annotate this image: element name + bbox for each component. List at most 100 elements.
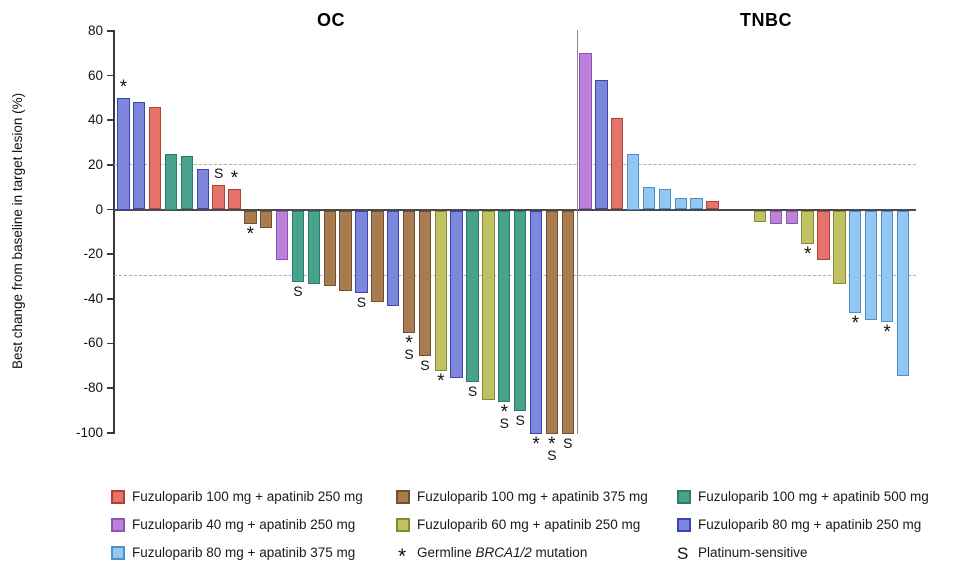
y-tick [107,164,113,166]
bar-oc-11 [275,210,289,260]
bar-annotation: * [112,76,134,98]
bar-oc-9 [244,210,257,224]
y-tick [107,253,113,255]
legend-label-germline-brca: Germline BRCA1/2 mutation [417,545,588,560]
bar-oc-27 [529,210,543,434]
bar-annotation: * [797,243,819,265]
bar-tnbc-20 [880,210,894,323]
brca-mutation-asterisk: * [803,243,812,265]
brca-mutation-asterisk: * [883,322,891,344]
y-tick [107,342,113,345]
bar-tnbc-18 [849,210,862,314]
bar-tnbc-8 [690,198,703,210]
y-tick-label: -20 [83,246,103,262]
legend-swatch-blue [677,518,691,532]
bar-oc-14 [323,210,336,287]
bar-oc-2 [133,102,146,210]
y-tick [107,298,113,300]
legend-swatch-red [111,490,125,504]
platinum-sensitive-marker: S [213,164,224,181]
y-tick-label: -60 [83,335,103,351]
bar-tnbc-15 [801,210,814,244]
brca-mutation-asterisk: * [532,433,540,455]
bar-oc-12 [291,210,305,282]
legend-swatch-lightblue [111,546,125,560]
legend-label: Fuzuloparib 100 mg + apatinib 375 mg [417,489,648,504]
legend-label: Fuzuloparib 60 mg + apatinib 250 mg [417,517,641,532]
bar-tnbc-2 [595,80,608,210]
bar-annotation: * [223,168,245,190]
y-tick [107,432,113,434]
bar-oc-22 [450,210,463,378]
y-tick [107,208,113,211]
legend-s-symbol: S [677,544,689,563]
bar-tnbc-9 [706,200,719,210]
brca-mutation-asterisk: * [405,333,413,355]
legend-label-platinum-sensitive: Platinum-sensitive [698,545,808,560]
bar-oc-17 [371,210,384,303]
platinum-sensitive-marker: S [547,446,557,463]
bar-tnbc-12 [753,210,767,222]
y-tick-label: 60 [87,67,103,83]
y-tick [107,74,113,77]
bar-annotation: S [414,358,436,372]
bar-oc-8 [228,189,241,210]
bar-annotation: * [430,372,452,391]
y-tick [107,30,113,32]
bar-annotation: S [509,412,531,429]
bar-oc-13 [307,210,321,285]
bar-annotation: S [287,282,309,299]
bar-tnbc-16 [817,210,830,260]
bar-annotation: * S [541,433,563,463]
platinum-sensitive-marker: S [293,282,303,299]
panel-divider [577,30,579,434]
y-tick-label: 80 [87,22,103,38]
platinum-sensitive-marker: S [515,412,525,429]
y-tick-label: 40 [87,112,103,128]
platinum-sensitive-marker: S [356,294,367,311]
y-tick-label: -100 [75,424,103,440]
bar-tnbc-3 [611,117,624,210]
legend-label: Fuzuloparib 100 mg + apatinib 500 mg [698,489,929,504]
bar-oc-18 [386,210,400,307]
y-tick-label: -40 [83,290,103,306]
bar-oc-4 [164,153,178,210]
bar-tnbc-1 [579,53,592,210]
bar-tnbc-17 [833,210,846,285]
brca-mutation-asterisk: * [230,168,239,190]
bar-oc-10 [260,210,273,229]
legend-label: Fuzuloparib 100 mg + apatinib 250 mg [132,489,363,504]
bar-annotation: S [557,434,579,451]
bar-oc-7 [212,184,225,210]
legend-swatch-teal [677,490,691,504]
brca-mutation-asterisk: * [119,76,128,98]
y-tick [107,387,113,389]
y-axis-line [113,30,115,434]
y-tick [107,119,113,121]
platinum-sensitive-marker: S [563,434,573,451]
bar-tnbc-4 [626,153,640,210]
bar-tnbc-13 [769,210,783,224]
y-tick-label: 0 [95,201,103,217]
bar-oc-28 [545,210,559,434]
legend-swatch-olive [396,518,410,532]
bar-oc-24 [482,210,495,401]
legend-label: Fuzuloparib 80 mg + apatinib 375 mg [132,545,356,560]
bar-tnbc-7 [674,198,687,210]
bar-oc-29 [561,210,574,434]
brca-mutation-asterisk: * [500,402,508,424]
bar-tnbc-19 [864,210,878,320]
panel-title-tnbc: TNBC [740,10,792,30]
bar-oc-23 [466,210,479,383]
bar-oc-3 [148,106,162,210]
panel-title-oc: OC [317,10,345,30]
bar-annotation: S [350,294,372,311]
bar-oc-26 [513,210,527,412]
bar-oc-1 [117,97,130,210]
platinum-sensitive-marker: S [467,383,478,400]
brca-mutation-asterisk: * [548,433,556,455]
bar-annotation: * S [398,333,420,361]
bar-annotation: * [844,314,866,333]
bar-annotation: S [208,164,230,181]
